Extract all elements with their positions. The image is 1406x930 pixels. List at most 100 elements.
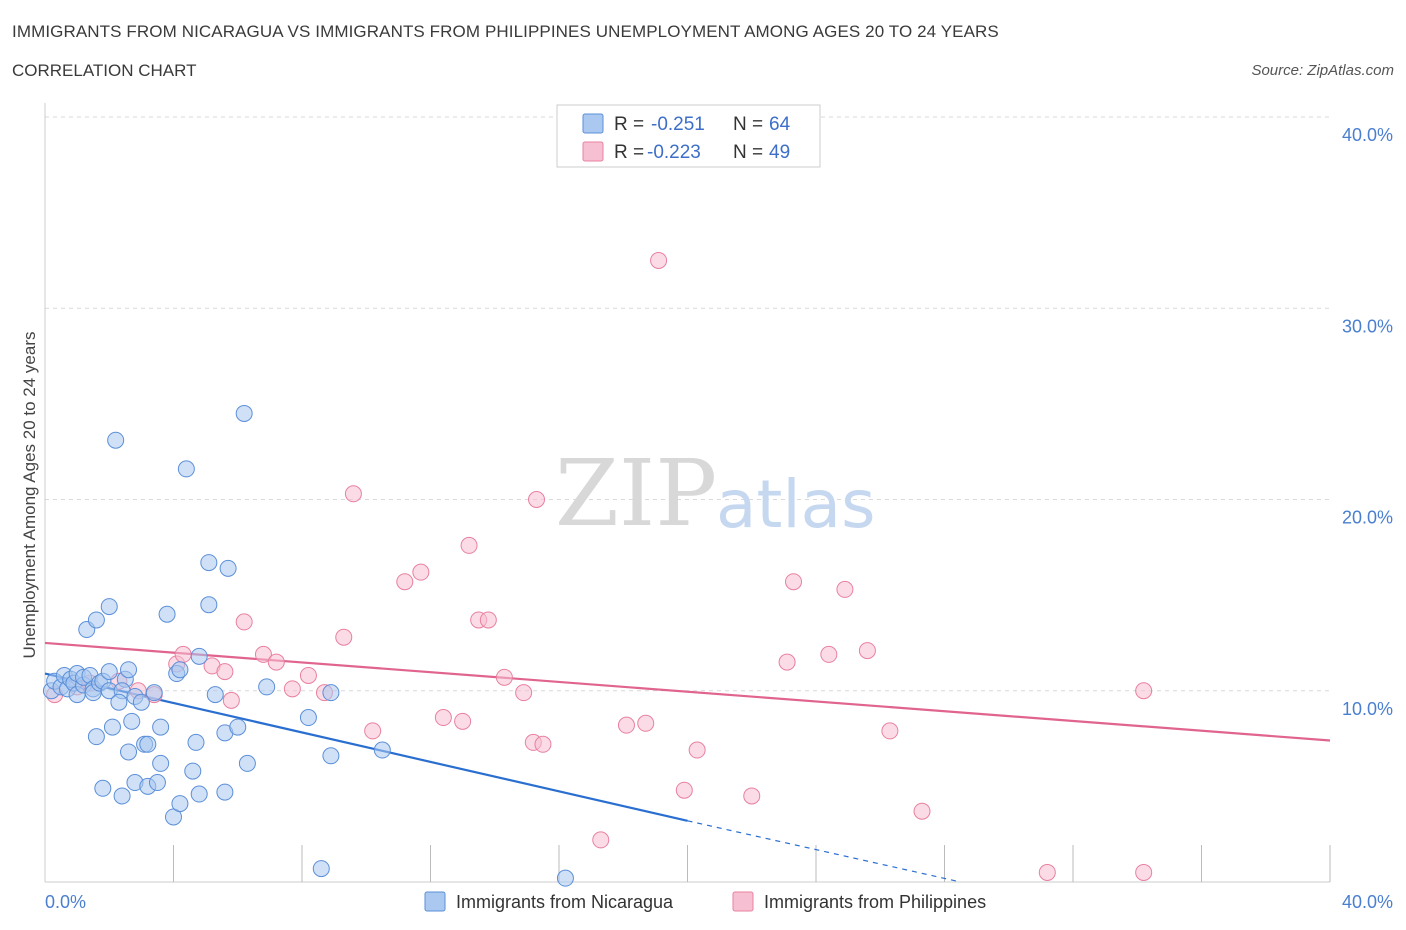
point-nicaragua-49 xyxy=(120,743,138,761)
point-nicaragua-45 xyxy=(152,718,170,736)
point-nicaragua-30 xyxy=(190,647,208,665)
point-philippines-22 xyxy=(434,709,452,727)
legend-n-value-1: 64 xyxy=(769,114,791,135)
point-nicaragua-52 xyxy=(152,754,170,772)
point-nicaragua-24 xyxy=(158,605,176,623)
point-nicaragua-57 xyxy=(94,779,112,797)
data-points xyxy=(42,251,1153,887)
point-philippines-31 xyxy=(534,735,552,753)
point-philippines-35 xyxy=(650,251,668,269)
point-philippines-11 xyxy=(235,613,253,631)
legend-swatch-nicaragua xyxy=(582,113,604,134)
point-nicaragua-63 xyxy=(171,795,189,813)
point-nicaragua-27 xyxy=(200,596,218,614)
point-philippines-42 xyxy=(836,580,854,598)
point-philippines-36 xyxy=(675,781,693,799)
watermark-atlas: atlas xyxy=(716,466,876,543)
series-label-philippines: Immigrants from Philippines xyxy=(764,892,986,912)
legend-r-value-1: -0.251 xyxy=(651,114,705,135)
series-label-nicaragua: Immigrants from Nicaragua xyxy=(456,892,674,912)
legend-r-label-2: R = xyxy=(614,142,644,163)
legend-swatch-philippines xyxy=(582,141,604,162)
point-philippines-12 xyxy=(254,645,272,663)
point-philippines-26 xyxy=(479,611,497,629)
point-philippines-24 xyxy=(460,536,478,554)
point-nicaragua-40 xyxy=(322,684,340,702)
point-nicaragua-38 xyxy=(206,686,224,704)
y-tick-label-0: 10.0% xyxy=(1342,699,1393,719)
point-philippines-28 xyxy=(515,684,533,702)
point-philippines-20 xyxy=(396,573,414,591)
point-philippines-21 xyxy=(412,563,430,581)
watermark-zip: ZIP xyxy=(555,440,717,547)
legend-n-label-2: N = xyxy=(733,142,763,163)
x-tick-label-1: 40.0% xyxy=(1342,892,1393,912)
chart-subtitle: CORRELATION CHART xyxy=(12,61,197,80)
point-philippines-23 xyxy=(454,712,472,730)
point-philippines-7 xyxy=(174,645,192,663)
point-philippines-33 xyxy=(617,716,635,734)
point-nicaragua-28 xyxy=(219,559,237,577)
point-nicaragua-37 xyxy=(132,693,150,711)
point-philippines-47 xyxy=(1135,863,1153,881)
point-nicaragua-56 xyxy=(373,741,391,759)
point-philippines-43 xyxy=(858,642,876,660)
source-label: Source: ZipAtlas.com xyxy=(1251,62,1394,79)
point-nicaragua-26 xyxy=(200,554,218,572)
point-nicaragua-41 xyxy=(299,709,317,727)
y-tick-label-2: 30.0% xyxy=(1342,316,1393,336)
point-philippines-13 xyxy=(267,653,285,671)
point-philippines-39 xyxy=(778,653,796,671)
legend-r-label-1: R = xyxy=(614,114,644,135)
point-nicaragua-67 xyxy=(556,869,574,887)
gridlines xyxy=(45,116,1330,692)
chart-title: IMMIGRANTS FROM NICARAGUA VS IMMIGRANTS … xyxy=(12,22,999,41)
legend-r-value-2: -0.223 xyxy=(647,142,701,163)
point-nicaragua-21 xyxy=(87,611,105,629)
point-nicaragua-43 xyxy=(103,718,121,736)
y-tick-label-1: 20.0% xyxy=(1342,508,1393,528)
point-nicaragua-64 xyxy=(190,785,208,803)
point-philippines-44 xyxy=(881,722,899,740)
series-legend: Immigrants from Nicaragua Immigrants fro… xyxy=(424,891,986,912)
y-axis-label: Unemployment Among Ages 20 to 24 years xyxy=(20,332,39,659)
point-nicaragua-46 xyxy=(187,733,205,751)
point-nicaragua-55 xyxy=(322,747,340,765)
point-nicaragua-17 xyxy=(100,663,118,681)
watermark: ZIP atlas xyxy=(555,440,876,547)
x-tick-labels: 0.0% 40.0% xyxy=(45,892,1393,912)
point-nicaragua-29 xyxy=(235,404,253,422)
series-swatch-philippines xyxy=(732,891,754,912)
point-nicaragua-51 xyxy=(139,735,157,753)
point-nicaragua-39 xyxy=(258,678,276,696)
point-nicaragua-32 xyxy=(171,661,189,679)
point-philippines-18 xyxy=(344,485,362,503)
point-philippines-46 xyxy=(1038,863,1056,881)
point-philippines-27 xyxy=(495,668,513,686)
point-philippines-45 xyxy=(913,802,931,820)
trend-line-nicaragua-extension xyxy=(687,820,961,883)
correlation-legend: R = -0.251 N = 64 R = -0.223 N = 49 xyxy=(556,104,821,168)
point-nicaragua-36 xyxy=(110,693,128,711)
point-nicaragua-19 xyxy=(120,661,138,679)
point-philippines-41 xyxy=(820,645,838,663)
legend-n-label-1: N = xyxy=(733,114,763,135)
point-philippines-9 xyxy=(216,663,234,681)
point-philippines-34 xyxy=(637,714,655,732)
point-nicaragua-61 xyxy=(148,774,166,792)
point-nicaragua-65 xyxy=(216,783,234,801)
point-nicaragua-53 xyxy=(184,762,202,780)
point-nicaragua-23 xyxy=(107,431,125,449)
legend-n-value-2: 49 xyxy=(769,142,790,163)
y-tick-labels: 10.0% 20.0% 30.0% 40.0% xyxy=(1342,125,1393,719)
point-nicaragua-44 xyxy=(123,712,141,730)
point-philippines-40 xyxy=(785,573,803,591)
point-philippines-32 xyxy=(592,831,610,849)
point-philippines-19 xyxy=(364,722,382,740)
point-nicaragua-54 xyxy=(238,754,256,772)
point-nicaragua-22 xyxy=(100,598,118,616)
point-nicaragua-42 xyxy=(87,728,105,746)
point-philippines-10 xyxy=(222,691,240,709)
point-philippines-29 xyxy=(528,491,546,508)
